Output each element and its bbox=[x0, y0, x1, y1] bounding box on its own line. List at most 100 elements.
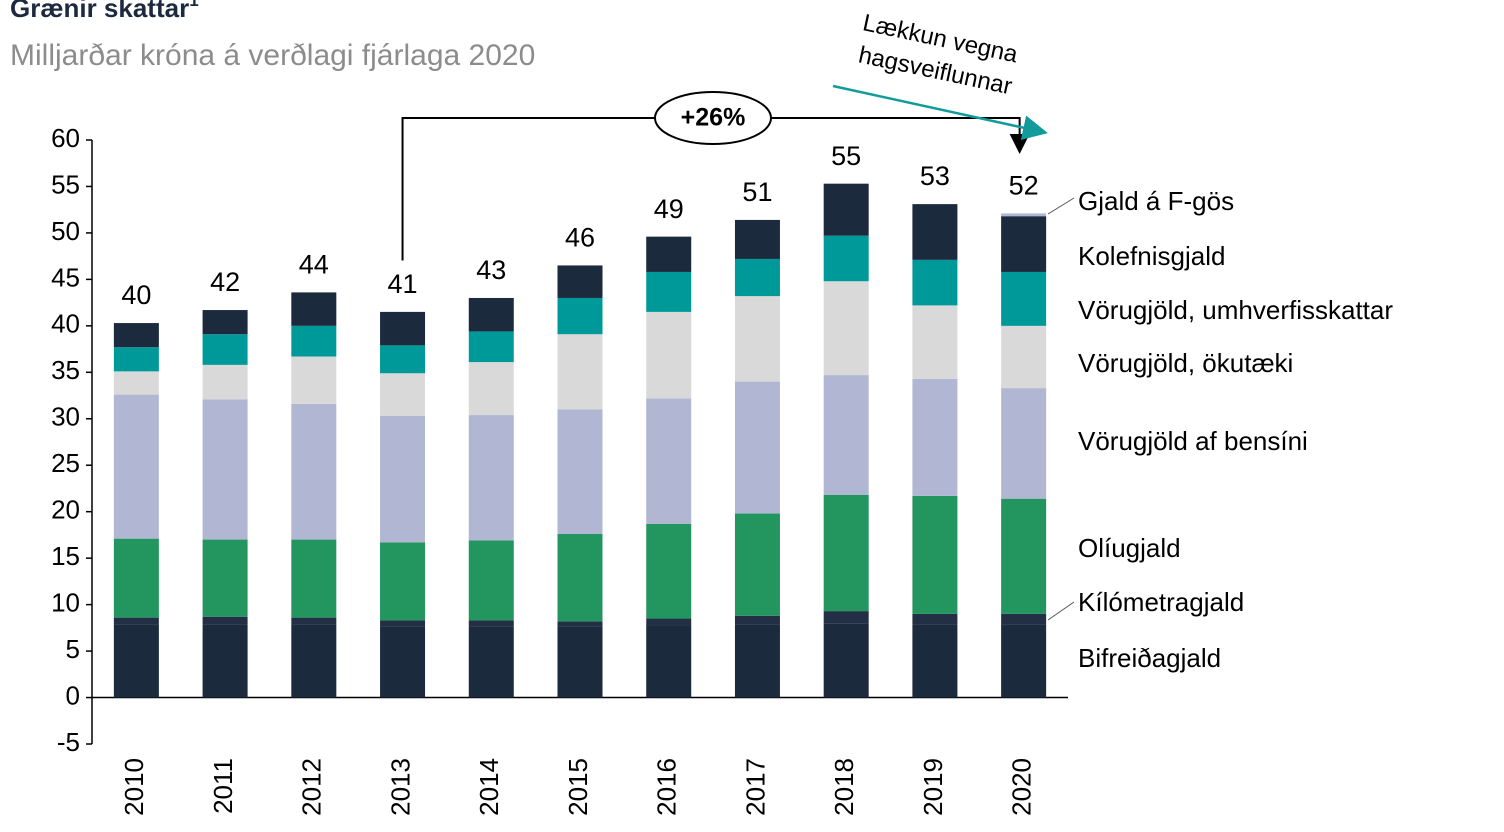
y-tick-label: 10 bbox=[51, 587, 80, 617]
x-tick-label: 2015 bbox=[563, 758, 593, 816]
bar-segment bbox=[113, 624, 159, 698]
total-label: 44 bbox=[299, 250, 329, 280]
legend-label: Kílómetragjald bbox=[1078, 587, 1244, 617]
bar-segment bbox=[734, 296, 780, 382]
title-text: Grænir skattar bbox=[10, 0, 189, 23]
bar-segment bbox=[823, 281, 869, 376]
y-tick-label: 45 bbox=[51, 262, 80, 292]
bar-segment bbox=[912, 613, 958, 625]
y-tick-label: 55 bbox=[51, 169, 80, 199]
bar-segment bbox=[380, 542, 426, 621]
bar-segment bbox=[646, 523, 692, 619]
bar-segment bbox=[1001, 624, 1047, 698]
x-tick-label: 2017 bbox=[740, 758, 770, 816]
total-label: 41 bbox=[388, 269, 418, 299]
bar-segment bbox=[557, 621, 603, 627]
legend-label: Vörugjöld, ökutæki bbox=[1078, 348, 1293, 378]
legend-label: Gjald á F-gös bbox=[1078, 186, 1234, 216]
x-tick-label: 2020 bbox=[1007, 758, 1037, 816]
chart-subtitle: Milljarðar króna á verðlagi fjárlaga 202… bbox=[10, 39, 535, 72]
bar-segment bbox=[646, 398, 692, 524]
legend-label: Olíugjald bbox=[1078, 533, 1181, 563]
bar-segment bbox=[734, 615, 780, 625]
bar-segment bbox=[202, 364, 248, 400]
bar-segment bbox=[1001, 216, 1047, 272]
y-tick-label: 30 bbox=[51, 402, 80, 432]
bar-segment bbox=[912, 624, 958, 698]
bar-segment bbox=[380, 626, 426, 698]
bar-segment bbox=[646, 618, 692, 626]
y-tick-label: 60 bbox=[51, 123, 80, 153]
bar-segment bbox=[291, 356, 337, 404]
total-label: 46 bbox=[565, 223, 595, 253]
bar-segment bbox=[1001, 213, 1047, 217]
bar-segment bbox=[291, 403, 337, 540]
bar-segment bbox=[380, 415, 426, 543]
bar-segment bbox=[468, 415, 514, 541]
change-bubble bbox=[654, 91, 772, 145]
x-tick-label: 2012 bbox=[297, 758, 327, 816]
bar-segment bbox=[113, 394, 159, 539]
chart-title: Grænir skattar1 bbox=[10, 0, 199, 23]
bar-segment bbox=[202, 399, 248, 540]
note-arrow bbox=[832, 84, 1048, 140]
total-label: 40 bbox=[121, 280, 151, 310]
bar-segment bbox=[380, 373, 426, 416]
bar-segment bbox=[202, 624, 248, 698]
bar-segment bbox=[113, 347, 159, 372]
total-label: 43 bbox=[476, 255, 506, 285]
y-tick-label: 25 bbox=[51, 448, 80, 478]
bar-segment bbox=[912, 204, 958, 260]
bar-segment bbox=[823, 623, 869, 698]
x-tick-label: 2018 bbox=[829, 758, 859, 816]
leader-line bbox=[1047, 601, 1075, 621]
bar-segment bbox=[823, 375, 869, 495]
y-tick-label: 0 bbox=[66, 680, 80, 710]
bar-segment bbox=[734, 381, 780, 514]
x-tick-label: 2010 bbox=[119, 758, 149, 816]
legend-label: Vörugjöld, umhverfisskattar bbox=[1078, 295, 1393, 325]
bar-segment bbox=[468, 626, 514, 698]
legend-label: Kolefnisgjald bbox=[1078, 241, 1225, 271]
bar-segment bbox=[557, 626, 603, 698]
leader-line bbox=[1047, 197, 1075, 215]
bar-segment bbox=[646, 311, 692, 399]
bar-segment bbox=[113, 617, 159, 625]
bar-segment bbox=[380, 345, 426, 374]
y-tick-label: 50 bbox=[51, 216, 80, 246]
bar-segment bbox=[202, 334, 248, 365]
bar-segment bbox=[202, 310, 248, 335]
bar-segment bbox=[912, 305, 958, 379]
bar-segment bbox=[823, 183, 869, 236]
y-tick-label: 35 bbox=[51, 355, 80, 385]
bar-segment bbox=[291, 539, 337, 618]
bar-segment bbox=[1001, 325, 1047, 389]
bar-segment bbox=[468, 620, 514, 627]
total-label: 53 bbox=[920, 161, 950, 191]
bar-segment bbox=[646, 271, 692, 312]
bar-segment bbox=[113, 323, 159, 348]
y-tick-label: 20 bbox=[51, 495, 80, 525]
bar-segment bbox=[823, 235, 869, 282]
bar-segment bbox=[1001, 388, 1047, 499]
bar-segment bbox=[468, 297, 514, 332]
bar-segment bbox=[202, 616, 248, 625]
bar-segment bbox=[557, 334, 603, 410]
legend-label: Vörugjöld af bensíni bbox=[1078, 426, 1308, 456]
bar-segment bbox=[734, 258, 780, 297]
bar-segment bbox=[380, 620, 426, 627]
bar-segment bbox=[1001, 613, 1047, 625]
bar-segment bbox=[912, 259, 958, 306]
bar-segment bbox=[291, 617, 337, 625]
bar-segment bbox=[291, 624, 337, 698]
bar-segment bbox=[646, 236, 692, 272]
bar-segment bbox=[646, 625, 692, 698]
x-tick-label: 2011 bbox=[208, 758, 238, 814]
x-tick-label: 2016 bbox=[652, 758, 682, 816]
bar-segment bbox=[823, 611, 869, 624]
bar-segment bbox=[734, 513, 780, 616]
total-label: 55 bbox=[831, 141, 861, 171]
y-tick-label: 15 bbox=[51, 541, 80, 571]
title-footnote: 1 bbox=[189, 0, 198, 10]
